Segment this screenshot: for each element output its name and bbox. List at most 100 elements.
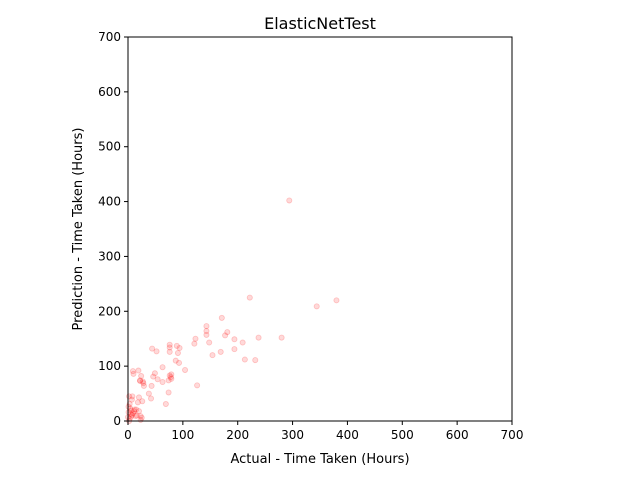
y-axis-ticks: 0 100 200 300 400 500 600 700 — [98, 30, 128, 428]
data-point — [206, 339, 213, 346]
data-point — [192, 335, 199, 342]
data-point — [203, 328, 210, 335]
data-point — [129, 368, 136, 375]
data-point — [133, 406, 140, 413]
x-tick-label: 400 — [336, 428, 359, 442]
data-point — [222, 332, 229, 339]
data-point — [209, 352, 216, 359]
data-point — [191, 340, 198, 347]
data-point — [255, 334, 262, 341]
y-tick-label: 700 — [98, 30, 121, 44]
data-point — [132, 413, 139, 420]
data-point — [313, 303, 320, 310]
data-point — [166, 372, 173, 379]
data-point — [166, 348, 173, 355]
data-point — [137, 377, 144, 384]
data-point — [125, 403, 132, 410]
y-tick-label: 300 — [98, 249, 121, 263]
data-point — [128, 407, 135, 414]
data-point — [133, 412, 140, 419]
data-point — [128, 413, 135, 420]
data-point — [128, 396, 135, 403]
chart-title: ElasticNetTest — [264, 14, 376, 33]
data-point — [165, 389, 172, 396]
data-point — [159, 364, 166, 371]
data-point — [176, 345, 183, 352]
data-point — [137, 416, 144, 423]
data-point — [148, 382, 155, 389]
data-point — [246, 294, 253, 301]
data-point — [203, 331, 210, 338]
data-point — [173, 342, 180, 349]
y-tick-label: 600 — [98, 85, 121, 99]
data-point — [194, 382, 201, 389]
data-point — [135, 394, 142, 401]
x-tick-label: 700 — [501, 428, 524, 442]
data-points — [125, 197, 340, 424]
data-point — [166, 341, 173, 348]
data-point — [168, 371, 175, 378]
data-point — [151, 370, 158, 377]
y-tick-label: 400 — [98, 195, 121, 209]
data-point — [241, 356, 248, 363]
data-point — [129, 393, 136, 400]
data-point — [333, 297, 340, 304]
data-point — [137, 377, 144, 384]
data-point — [139, 378, 146, 385]
data-point — [140, 382, 147, 389]
data-point — [231, 336, 238, 343]
data-point — [217, 348, 224, 355]
data-point — [239, 339, 246, 346]
data-point — [138, 373, 145, 380]
y-tick-label: 200 — [98, 304, 121, 318]
data-point — [149, 345, 156, 352]
data-point — [139, 398, 146, 405]
data-point — [165, 377, 172, 384]
data-point — [135, 367, 142, 374]
data-point — [130, 370, 137, 377]
y-tick-label: 0 — [113, 414, 121, 428]
data-point — [148, 395, 155, 402]
data-point — [138, 414, 145, 421]
data-point — [126, 393, 133, 400]
data-point — [137, 413, 144, 420]
data-point — [162, 400, 169, 407]
data-point — [203, 323, 210, 330]
data-point — [252, 357, 259, 364]
data-point — [218, 314, 225, 321]
y-tick-label: 500 — [98, 140, 121, 154]
data-point — [135, 408, 142, 415]
data-point — [150, 373, 157, 380]
data-point — [166, 344, 173, 351]
data-point — [182, 366, 189, 373]
data-point — [278, 334, 285, 341]
x-tick-label: 100 — [171, 428, 194, 442]
data-point — [134, 399, 141, 406]
data-point — [140, 380, 147, 387]
x-tick-label: 200 — [226, 428, 249, 442]
data-point — [153, 348, 160, 355]
data-point — [286, 197, 293, 204]
data-point — [131, 406, 138, 413]
data-point — [159, 379, 166, 386]
x-axis-label: Actual - Time Taken (Hours) — [230, 452, 409, 467]
data-point — [167, 374, 174, 381]
x-tick-label: 300 — [281, 428, 304, 442]
data-point — [231, 346, 238, 353]
plot-frame — [127, 36, 513, 422]
data-point — [176, 359, 183, 366]
data-point — [174, 349, 181, 356]
data-point — [224, 329, 231, 336]
data-point — [145, 390, 152, 397]
data-point — [154, 376, 161, 383]
y-axis-label: Prediction - Time Taken (Hours) — [71, 128, 86, 331]
y-tick-label: 100 — [98, 359, 121, 373]
x-tick-label: 0 — [124, 428, 132, 442]
data-point — [168, 375, 175, 382]
x-tick-label: 500 — [391, 428, 414, 442]
data-point — [131, 408, 138, 415]
data-point — [125, 409, 132, 416]
data-point — [128, 411, 135, 418]
data-point — [129, 410, 136, 417]
